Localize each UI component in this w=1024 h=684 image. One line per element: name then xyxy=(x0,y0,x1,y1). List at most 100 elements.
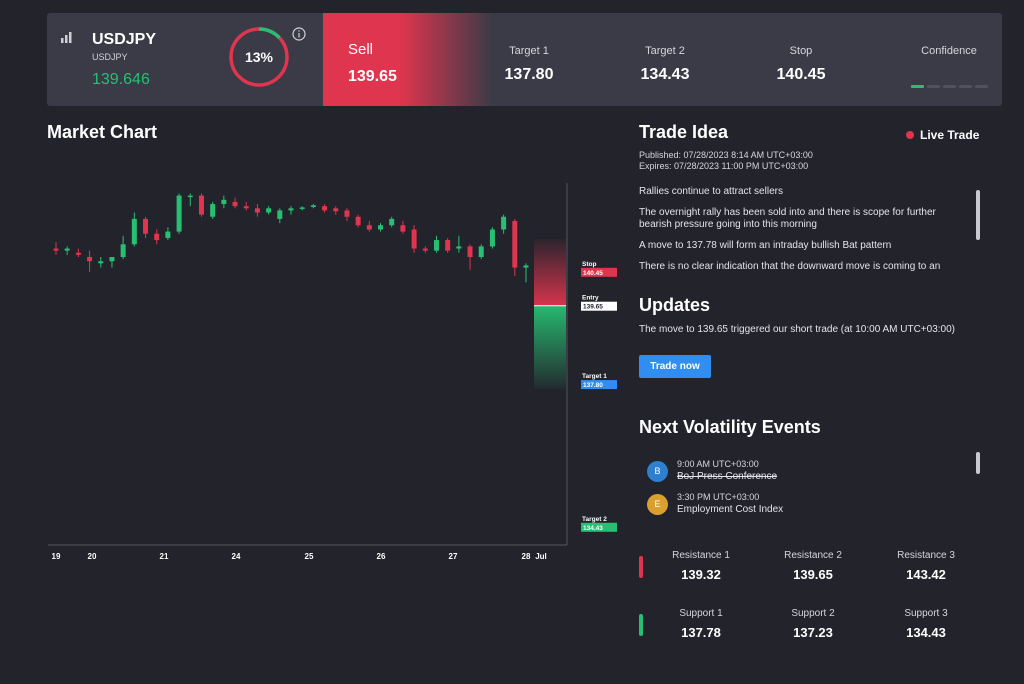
x-tick-label: 26 xyxy=(377,552,386,561)
resistance-2: Resistance 2 139.65 xyxy=(753,550,873,582)
x-tick-label: Jul xyxy=(535,552,547,561)
candle-body xyxy=(299,207,305,209)
event-badge-icon: B xyxy=(647,461,668,482)
event-time: 3:30 PM UTC+03:00 xyxy=(677,492,760,502)
confidence-segment xyxy=(911,85,924,88)
level-tag-box xyxy=(581,301,617,311)
candle-body xyxy=(478,246,484,257)
level-tag-value: 139.65 xyxy=(583,304,603,311)
candle-body xyxy=(489,229,495,247)
candle-body xyxy=(109,257,115,262)
level-label: Resistance 1 xyxy=(672,550,730,561)
level-tag-box xyxy=(581,522,617,532)
level-label: Resistance 3 xyxy=(897,550,955,561)
trade-now-button[interactable]: Trade now xyxy=(639,355,711,378)
idea-paragraph: There is no clear indication that the do… xyxy=(639,261,941,272)
confidence-segment xyxy=(943,85,956,88)
market-chart[interactable]: Stop 140.45 Entry 139.65 Target 1 137.80 Targe… xyxy=(40,175,630,575)
resistance-1: Resistance 1 139.32 xyxy=(641,550,761,582)
confidence-segment xyxy=(959,85,972,88)
level-label: Support 1 xyxy=(679,608,723,619)
target-value: 134.43 xyxy=(640,66,690,83)
candle-body xyxy=(254,208,260,213)
trade-idea-dates: Published: 07/28/2023 8:14 AM UTC+03:00 … xyxy=(639,150,813,172)
candle-body xyxy=(154,233,160,241)
candle-body xyxy=(232,201,238,207)
x-tick-label: 27 xyxy=(449,552,458,561)
candle-body xyxy=(198,195,204,215)
candle-body xyxy=(64,248,70,251)
candle-body xyxy=(143,218,149,234)
trade-idea-body[interactable]: Rallies continue to attract sellers The … xyxy=(639,186,969,276)
confidence-segment xyxy=(927,85,940,88)
symbol-subtitle: USDJPY xyxy=(92,52,128,62)
level-tag-box xyxy=(581,380,617,390)
x-tick-label: 21 xyxy=(160,552,169,561)
level-tag-box xyxy=(581,267,617,277)
signal-label: Sell xyxy=(348,41,374,58)
confidence-percent: 13% xyxy=(244,49,274,65)
bar-chart-icon[interactable] xyxy=(60,30,74,44)
candle-body xyxy=(120,244,126,257)
resistance-3: Resistance 3 143.42 xyxy=(866,550,986,582)
stop: Stop 140.45 xyxy=(746,45,856,84)
x-tick-label: 28 xyxy=(522,552,531,561)
candle-body xyxy=(445,240,451,251)
level-value: 139.32 xyxy=(681,567,721,582)
confidence-gauge xyxy=(229,27,289,87)
target-2: Target 2 134.43 xyxy=(610,45,720,84)
level-label: Support 3 xyxy=(904,608,948,619)
live-trade-label: Live Trade xyxy=(920,128,980,142)
event-time: 9:00 AM UTC+03:00 xyxy=(677,459,759,469)
candle-body xyxy=(523,265,529,268)
support-2: Support 2 137.23 xyxy=(753,608,873,640)
candle-body xyxy=(165,231,171,238)
update-text: The move to 139.65 triggered our short t… xyxy=(639,324,956,335)
events-scrollbar[interactable] xyxy=(976,452,980,474)
candle-body xyxy=(366,225,372,230)
candle-body xyxy=(210,204,216,217)
candle-body xyxy=(53,248,59,251)
symbol-name: USDJPY xyxy=(92,31,157,48)
level-tag-label: Target 1 xyxy=(582,373,607,380)
candle-body xyxy=(176,195,182,232)
idea-paragraph: Rallies continue to attract sellers xyxy=(639,186,783,197)
level-tag-label: Entry xyxy=(582,295,599,302)
candle-body xyxy=(221,199,227,205)
candle-body xyxy=(467,246,473,257)
target-label: Target 1 xyxy=(509,45,549,57)
trade-idea-scrollbar[interactable] xyxy=(976,190,980,240)
candle-body xyxy=(277,210,283,219)
info-icon[interactable] xyxy=(292,27,306,41)
support-marker xyxy=(639,614,643,636)
candle-body xyxy=(389,218,395,226)
live-dot-icon xyxy=(906,130,914,139)
x-tick-label: 25 xyxy=(305,552,314,561)
candle-body xyxy=(456,246,462,249)
event-name: BoJ Press Conference xyxy=(677,471,778,482)
candle-body xyxy=(355,216,361,226)
signal-price: 139.65 xyxy=(348,68,397,85)
candle-body xyxy=(243,206,249,209)
stop-value: 140.45 xyxy=(776,66,826,83)
candle-body xyxy=(310,205,316,208)
trade-idea-title: Trade Idea xyxy=(639,122,729,142)
candle-body xyxy=(422,248,428,251)
level-value: 139.65 xyxy=(793,567,833,582)
candle-body xyxy=(98,261,104,264)
signal-box: Sell 139.65 xyxy=(323,13,493,106)
level-tag-label: Stop xyxy=(582,261,596,268)
target-1: Target 1 137.80 xyxy=(474,45,584,84)
idea-paragraph: A move to 137.78 will form an intraday b… xyxy=(639,240,892,251)
support-1: Support 1 137.78 xyxy=(641,608,761,640)
candle-body xyxy=(333,208,339,212)
event-name: Employment Cost Index xyxy=(677,504,784,515)
published-date: Published: 07/28/2023 8:14 AM UTC+03:00 xyxy=(639,150,813,160)
x-tick-label: 24 xyxy=(232,552,241,561)
level-label: Support 2 xyxy=(791,608,835,619)
candle-body xyxy=(266,208,272,213)
confidence-title: Confidence xyxy=(921,45,977,57)
x-tick-label: 20 xyxy=(88,552,97,561)
stop-zone xyxy=(534,238,566,306)
profit-zone xyxy=(534,305,566,390)
